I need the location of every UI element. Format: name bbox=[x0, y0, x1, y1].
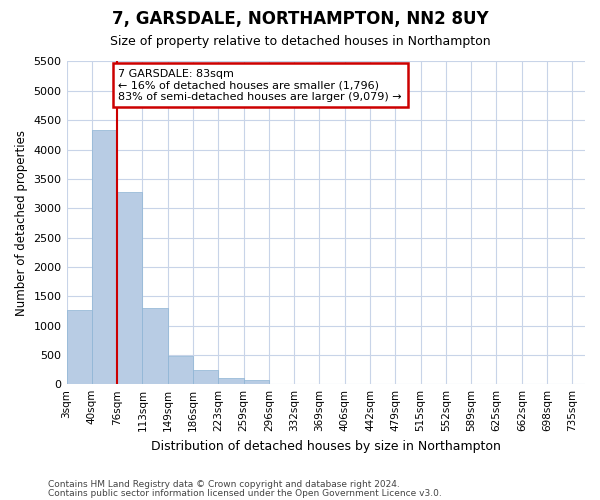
Text: Contains HM Land Registry data © Crown copyright and database right 2024.: Contains HM Land Registry data © Crown c… bbox=[48, 480, 400, 489]
Bar bbox=[67, 310, 92, 384]
Bar bbox=[92, 130, 117, 384]
Y-axis label: Number of detached properties: Number of detached properties bbox=[15, 130, 28, 316]
Bar bbox=[117, 192, 142, 384]
Text: Size of property relative to detached houses in Northampton: Size of property relative to detached ho… bbox=[110, 35, 490, 48]
Bar bbox=[218, 378, 244, 384]
Bar bbox=[142, 308, 168, 384]
Bar bbox=[244, 380, 269, 384]
Text: 7 GARSDALE: 83sqm
← 16% of detached houses are smaller (1,796)
83% of semi-detac: 7 GARSDALE: 83sqm ← 16% of detached hous… bbox=[118, 68, 402, 102]
Bar bbox=[168, 356, 193, 384]
X-axis label: Distribution of detached houses by size in Northampton: Distribution of detached houses by size … bbox=[151, 440, 501, 452]
Bar bbox=[193, 370, 218, 384]
Text: 7, GARSDALE, NORTHAMPTON, NN2 8UY: 7, GARSDALE, NORTHAMPTON, NN2 8UY bbox=[112, 10, 488, 28]
Text: Contains public sector information licensed under the Open Government Licence v3: Contains public sector information licen… bbox=[48, 488, 442, 498]
